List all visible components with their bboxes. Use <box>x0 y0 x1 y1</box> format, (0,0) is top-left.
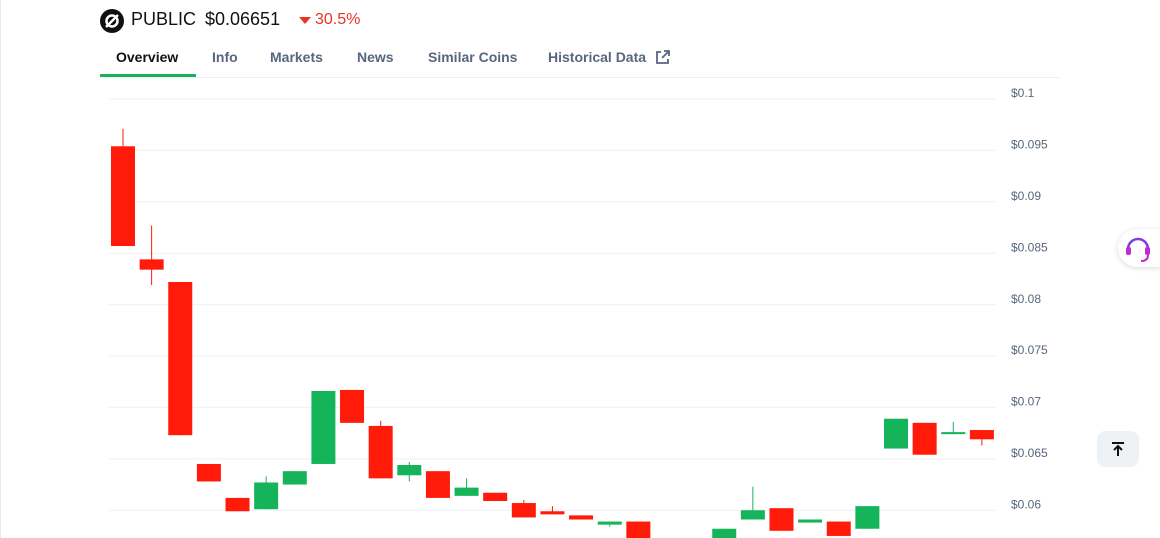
candle-body <box>511 503 536 518</box>
down-arrow <box>299 17 311 24</box>
candle-body <box>540 511 565 515</box>
candle-body <box>483 492 508 501</box>
y-tick-label: $0.07 <box>1011 395 1041 409</box>
y-tick-label: $0.095 <box>1011 138 1048 152</box>
tab-divider <box>100 77 1060 78</box>
y-tick-label: $0.075 <box>1011 343 1048 357</box>
candle-body <box>626 521 651 538</box>
candle-body <box>798 519 823 523</box>
y-tick-label: $0.1 <box>1011 86 1035 100</box>
coin-logo <box>100 9 124 33</box>
candle-body <box>454 487 479 496</box>
y-tick-label: $0.085 <box>1011 240 1048 254</box>
candle-body <box>941 432 966 435</box>
tab[interactable]: Markets <box>270 49 323 65</box>
candle-body <box>912 422 937 455</box>
y-tick-label: $0.065 <box>1011 446 1048 460</box>
candle-body <box>196 463 221 482</box>
candle-body <box>368 425 393 479</box>
candle-body <box>311 390 336 464</box>
candle-body <box>425 471 450 498</box>
tab[interactable]: Info <box>212 49 238 65</box>
y-tick-label: $0.08 <box>1011 292 1041 306</box>
candle-body <box>254 482 279 510</box>
candle-body <box>826 521 851 536</box>
candle-body <box>139 259 164 270</box>
candle-body <box>740 510 765 520</box>
candle-body <box>884 418 909 449</box>
price-change: 30.5% <box>315 11 361 28</box>
candle-body <box>397 465 422 476</box>
active-tab-indicator <box>100 74 196 77</box>
coin-name: PUBLIC <box>131 9 197 29</box>
candle-body <box>969 430 994 440</box>
y-tick-label: $0.06 <box>1011 497 1041 511</box>
candle-body <box>282 471 307 485</box>
coin-price: $0.06651 <box>205 9 281 29</box>
candle-body <box>597 521 622 525</box>
scroll-top-button[interactable] <box>1097 431 1139 467</box>
tab[interactable]: Historical Data <box>548 49 647 65</box>
tab[interactable]: News <box>357 49 394 65</box>
scroll-top-icon <box>1112 442 1124 456</box>
candle-body <box>168 281 193 436</box>
y-tick-label: $0.09 <box>1011 189 1041 203</box>
support-icon <box>1126 237 1150 262</box>
candle-body <box>855 506 880 529</box>
candle-body <box>769 508 794 531</box>
candle-body <box>111 146 135 247</box>
tab[interactable]: Overview <box>116 49 179 65</box>
candle-body <box>569 515 594 520</box>
candle-body <box>225 497 250 512</box>
tab[interactable]: Similar Coins <box>428 49 518 65</box>
support-button[interactable] <box>1118 229 1160 267</box>
external-link-icon <box>656 50 670 64</box>
candle-body <box>340 389 365 423</box>
candle-body <box>712 528 737 538</box>
